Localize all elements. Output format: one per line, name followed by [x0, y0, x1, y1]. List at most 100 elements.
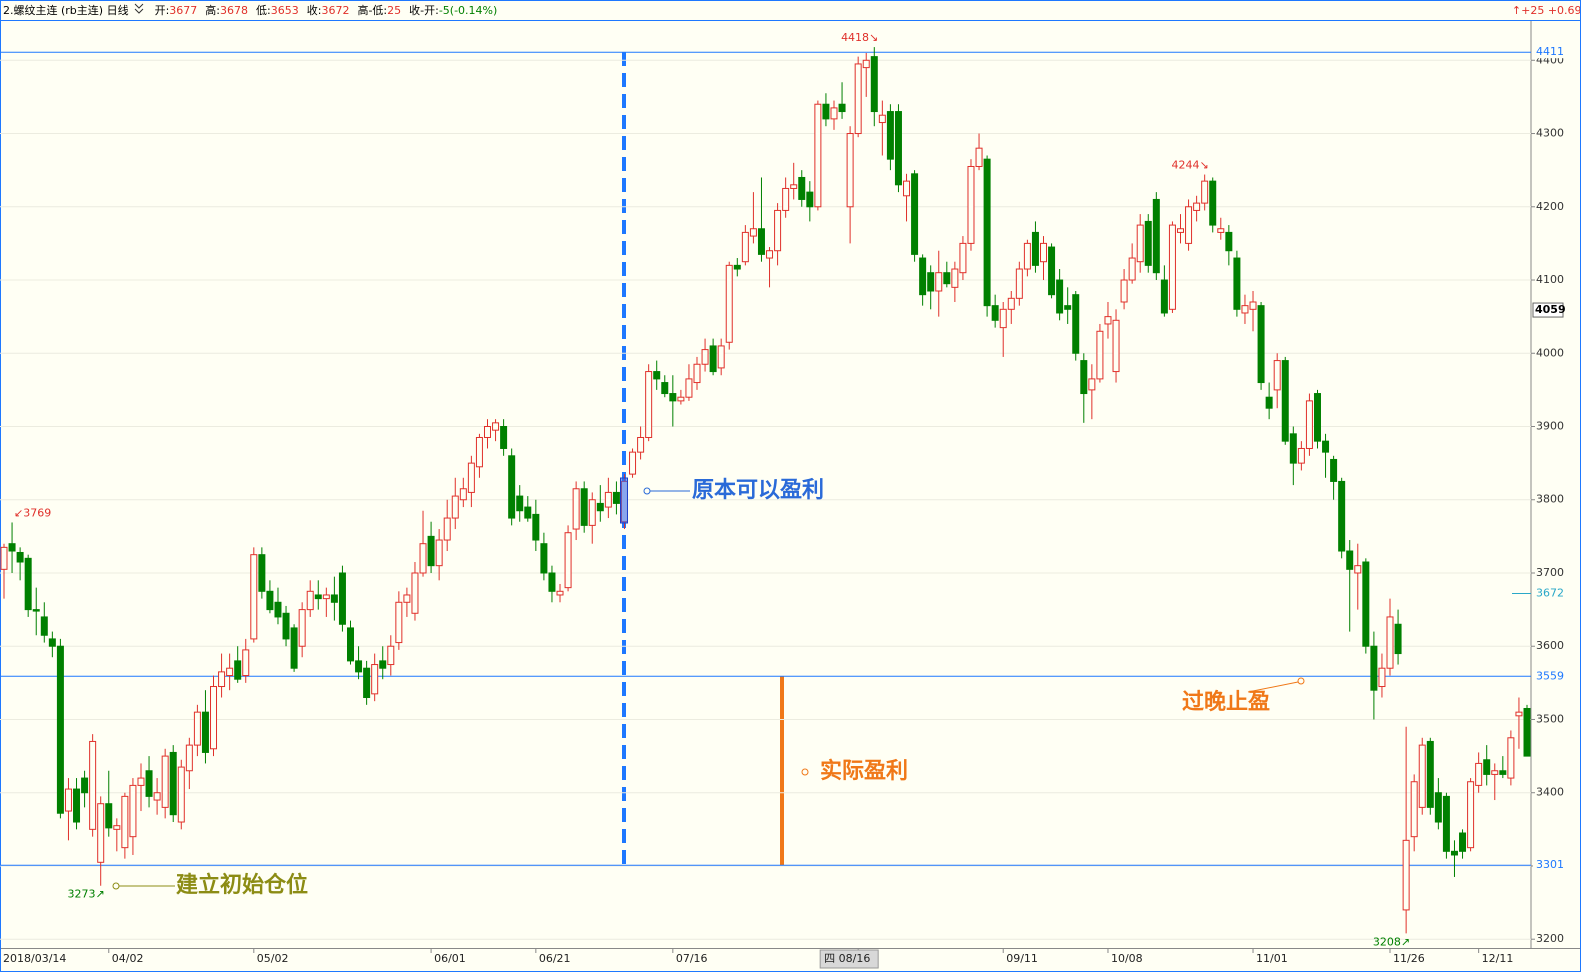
candle-body [24, 557, 32, 611]
candle-body [371, 664, 379, 695]
candle-body [379, 660, 387, 669]
y-tick-label: 3700 [1536, 566, 1564, 579]
candle-body [508, 455, 516, 519]
candle-body [991, 305, 999, 321]
candle-body [693, 363, 701, 384]
candle-body [1096, 330, 1104, 380]
x-tick-label: 12/11 [1482, 952, 1514, 965]
candle-body [1241, 305, 1249, 314]
candle-body [798, 176, 806, 200]
candle-body [250, 554, 258, 640]
candle-body [1185, 206, 1193, 244]
header-fields: 开:3677 高:3678 低:3653 收:3672 高-低:25 收-开:-5(-0.… [147, 4, 498, 17]
candle-body [8, 543, 16, 552]
candle-body [338, 572, 346, 625]
candle-body [774, 209, 782, 252]
y-tick-label: 4300 [1536, 127, 1564, 140]
reference-label-bg [1533, 46, 1573, 59]
x-tick-label: 11/01 [1256, 952, 1288, 965]
candle-body [1442, 795, 1450, 852]
x-tick-label: 10/08 [1111, 952, 1143, 965]
candle-body [1322, 440, 1330, 453]
candle-body [322, 594, 330, 600]
candle-body [1056, 279, 1064, 314]
candle-body [1152, 198, 1160, 274]
candle-body [959, 242, 967, 274]
candle-body [1281, 360, 1289, 442]
extreme-label: 4244↘ [1171, 159, 1208, 172]
candle-body [822, 103, 830, 120]
candle-body [48, 638, 56, 647]
candle-body [234, 660, 242, 680]
candle-body [1257, 305, 1265, 384]
candle-body [1338, 480, 1346, 552]
candle-body [1491, 770, 1499, 775]
x-tick-label: 06/21 [539, 952, 571, 965]
candle-body [459, 488, 467, 501]
candle-body [492, 422, 500, 431]
candle-body [854, 63, 862, 135]
candle-body [661, 382, 669, 395]
candle-body [612, 491, 620, 504]
candle-body [419, 543, 427, 574]
candle-body [1176, 228, 1184, 233]
candle-body [540, 543, 548, 574]
candle-body [1426, 740, 1434, 808]
extreme-label: 3208↗ [1373, 935, 1410, 948]
selected-candle [620, 477, 628, 524]
candle-body [629, 451, 637, 475]
annotation-leader [801, 768, 809, 776]
candle-body [1305, 400, 1313, 449]
candle-body [218, 671, 226, 688]
extreme-label: ↙3769 [14, 506, 51, 519]
candle-body [1168, 224, 1176, 310]
y-tick-label: 4100 [1536, 273, 1564, 286]
candle-body [1386, 616, 1394, 669]
change-pct: +0.69% [1547, 4, 1581, 17]
candle-body [983, 158, 991, 307]
candle-body [1515, 711, 1523, 717]
field-value: 3672 [321, 4, 350, 17]
candle-body [862, 59, 870, 69]
x-tick-label: 07/16 [676, 952, 708, 965]
reference-label: 4411 [1536, 45, 1564, 58]
candle-body [1225, 231, 1233, 252]
candle-body [1104, 316, 1112, 325]
candle-body [741, 231, 749, 263]
candle-body [500, 426, 508, 449]
candle-body [637, 436, 645, 453]
candle-body [314, 594, 322, 600]
dropdown-icon[interactable] [133, 3, 147, 15]
candle-body [16, 551, 24, 563]
candle-body [427, 535, 435, 567]
candle-body [1249, 301, 1257, 310]
candle-body [1136, 224, 1144, 263]
candle-body [1394, 623, 1402, 655]
candle-body [999, 308, 1007, 329]
annotation-leader [112, 882, 175, 890]
plot: 3200330034003500360037003800390040004100… [0, 31, 1573, 969]
candle-body [596, 502, 604, 512]
candle-body [1313, 393, 1321, 442]
y-tick-label: 3900 [1536, 420, 1564, 433]
cursor-price: 4059 [1535, 303, 1566, 316]
candle-body [669, 393, 677, 402]
candle-body [258, 554, 266, 592]
field-label: 收: [306, 4, 322, 17]
candle-body [733, 264, 741, 270]
candle-body [1370, 645, 1378, 691]
candle-body [1160, 279, 1168, 314]
candle-body [1031, 231, 1039, 266]
candle-body [1112, 319, 1120, 373]
candle-body [1418, 744, 1426, 808]
candle-body [975, 147, 983, 167]
candle-body [645, 371, 653, 438]
candle-body [1072, 294, 1080, 354]
candle-body [161, 755, 169, 808]
candle-body [226, 667, 234, 677]
candle-body [355, 660, 363, 673]
candle-body [564, 532, 572, 589]
candle-body [274, 601, 282, 618]
